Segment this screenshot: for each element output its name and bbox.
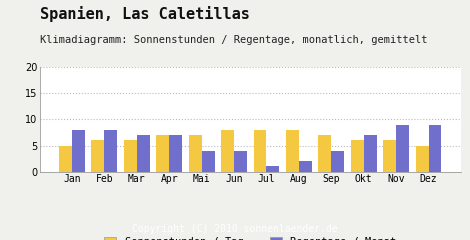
Bar: [383, 140, 396, 172]
Bar: [299, 161, 312, 172]
Bar: [202, 151, 215, 172]
Bar: [59, 145, 72, 172]
Bar: [266, 166, 280, 172]
Bar: [72, 130, 85, 172]
Bar: [351, 140, 364, 172]
Bar: [221, 130, 234, 172]
Bar: [104, 130, 118, 172]
Bar: [429, 125, 441, 172]
Bar: [234, 151, 247, 172]
Bar: [253, 130, 266, 172]
Bar: [396, 125, 409, 172]
Bar: [157, 135, 169, 172]
Text: Spanien, Las Caletillas: Spanien, Las Caletillas: [40, 6, 250, 22]
Bar: [364, 135, 376, 172]
Bar: [137, 135, 150, 172]
Text: Copyright (C) 2010 sonnenlaender.de: Copyright (C) 2010 sonnenlaender.de: [132, 224, 338, 234]
Bar: [286, 130, 299, 172]
Bar: [188, 135, 202, 172]
Bar: [318, 135, 331, 172]
Bar: [169, 135, 182, 172]
Legend: Sonnenstunden / Tag, Regentage / Monat: Sonnenstunden / Tag, Regentage / Monat: [104, 237, 397, 240]
Text: Klimadiagramm: Sonnenstunden / Regentage, monatlich, gemittelt: Klimadiagramm: Sonnenstunden / Regentage…: [40, 35, 427, 45]
Bar: [331, 151, 344, 172]
Bar: [92, 140, 104, 172]
Bar: [415, 145, 429, 172]
Bar: [124, 140, 137, 172]
